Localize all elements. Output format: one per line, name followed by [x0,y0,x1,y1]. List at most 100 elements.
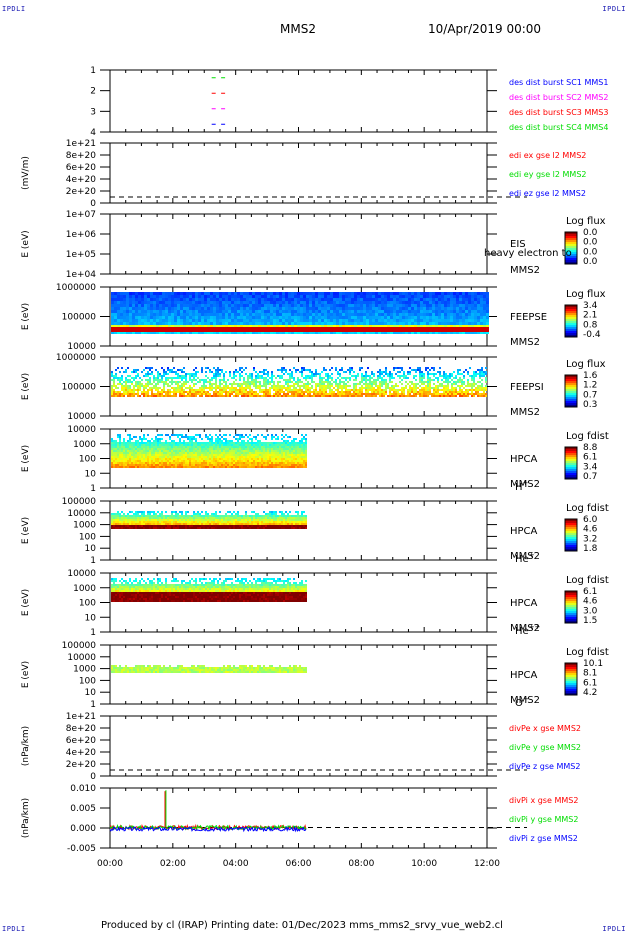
x-tick-label: 10:00 [411,859,437,869]
colorbar-swatch [565,473,577,476]
y-axis-label: E (eV) [21,445,31,472]
colorbar-swatch [565,531,577,534]
colorbar-swatch [565,675,577,678]
colorbar-swatch [565,529,577,532]
y-tick-label: 10000 [67,342,96,352]
colorbar-swatch [565,391,577,394]
y-tick-label: 4 [90,128,96,138]
colorbar-swatch [565,615,577,618]
spacecraft-label: MMS2 [510,265,540,276]
spacecraft-label: MMS2 [510,695,540,706]
colorbar-swatch [565,395,577,398]
y-axis-label: E (eV) [21,230,31,257]
spectrogram-hpca [111,434,307,468]
colorbar-swatch [565,547,577,550]
colorbar-frame [564,231,578,265]
y-tick-label: 8e+20 [66,151,97,161]
colorbar-swatch [565,691,577,694]
colorbar [565,519,577,552]
colorbar-tick-label: 1.2 [583,381,597,391]
colorbar-swatch [565,469,577,472]
series-line [109,823,307,832]
colorbar-swatch [565,453,577,456]
y-tick-label: 1000000 [56,283,96,293]
y-tick-label: 1 [90,628,96,638]
y-axis-label: E (eV) [21,517,31,544]
colorbar-swatch [565,335,577,338]
y-axis-label: E (eV) [21,661,31,688]
y-axis-label: E (eV) [21,303,31,330]
colorbar-tick-label: 8.8 [583,443,598,453]
colorbar-swatch [565,309,577,312]
colorbar-tick-label: 6.1 [583,587,597,597]
colorbar-tick-label: 1.6 [583,371,598,381]
colorbar-tick-label: 4.6 [583,525,598,535]
x-tick-label: 04:00 [223,859,249,869]
colorbar-swatch [565,683,577,686]
colorbar-swatch [565,603,577,606]
colorbar-swatch [565,667,577,670]
colorbar-swatch [565,687,577,690]
colorbar-frame [564,446,578,480]
legend-entry: divPe y gse MMS2 [509,743,581,752]
y-tick-label: 10000 [67,569,96,579]
colorbar-swatch [565,393,577,396]
y-axis-label: (nPa/km) [21,726,31,766]
y-tick-label: 1e+21 [66,139,96,149]
colorbar-swatch [565,405,577,408]
colorbar-swatch [565,325,577,328]
colorbar-swatch [565,523,577,526]
colorbar-swatch [565,477,577,480]
colorbar-frame [564,304,578,338]
x-tick-label: 08:00 [348,859,374,869]
colorbar-tick-label: 0.0 [583,247,598,257]
y-tick-label: 1e+07 [66,210,96,220]
colorbar-swatch [565,260,577,263]
colorbar-swatch [565,669,577,672]
colorbar-swatch [565,401,577,404]
colorbar-tick-label: 0.7 [583,472,597,482]
colorbar-swatch [565,399,577,402]
instrument-label: HPCA [510,454,538,465]
legend-entry: divPi y gse MMS2 [509,815,578,824]
y-tick-label: 4e+20 [66,748,97,758]
legend-entry: divPe z gse MMS2 [509,762,580,771]
spectrogram-electrons [111,292,489,334]
legend-entry: des dist burst SC3 MMS3 [509,108,608,117]
y-tick-label: 1 [90,700,96,710]
colorbar-tick-label: 3.2 [583,534,597,544]
colorbar-tick-label: 1.5 [583,616,597,626]
species-charge: ++ [529,623,541,631]
legend-entry: edi ey gse l2 MMS2 [509,170,587,179]
legend-entry: divPi x gse MMS2 [509,796,578,805]
y-tick-label: 6e+20 [66,736,97,746]
colorbar-tick-label: -0.4 [583,330,601,340]
colorbar-swatch [565,447,577,450]
colorbar-swatch [565,379,577,382]
colorbar-swatch [565,541,577,544]
y-tick-label: 2e+20 [66,760,97,770]
colorbar-swatch [565,599,577,602]
colorbar-swatch [565,525,577,528]
colorbar-tick-label: 0.3 [583,400,597,410]
colorbar-swatch [565,258,577,261]
y-tick-label: 1 [90,484,96,494]
colorbar-swatch [565,545,577,548]
colorbar [565,375,577,408]
colorbar-swatch [565,693,577,696]
colorbar-tick-label: 0.0 [583,257,598,267]
spectrogram-hpca [111,511,307,529]
colorbar-swatch [565,250,577,253]
colorbar-swatch [565,471,577,474]
corner-mark-bottom-left: IPDLI [2,925,26,933]
y-tick-label: 100000 [62,497,97,507]
y-tick-label: 10 [85,613,97,623]
colorbar-tick-label: 6.0 [583,515,598,525]
x-tick-label: 06:00 [286,859,312,869]
colorbar-title: Log fdist [566,647,609,658]
spacecraft-title: MMS2 [280,22,316,36]
colorbar-swatch [565,475,577,478]
y-tick-label: 0 [90,199,96,209]
x-tick-label: 12:00 [474,859,500,869]
